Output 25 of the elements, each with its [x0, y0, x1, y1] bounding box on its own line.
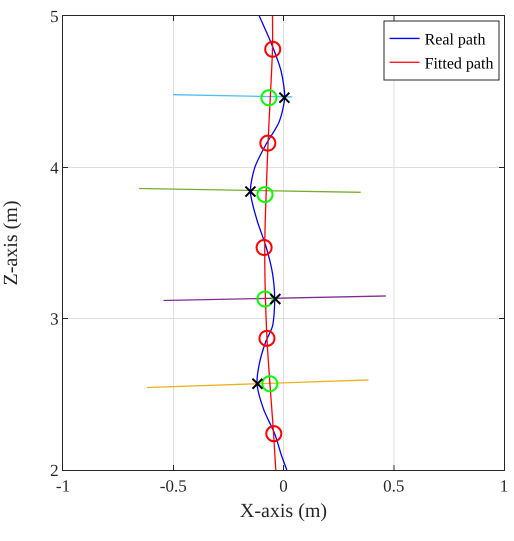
x-tick-label: 1	[500, 476, 508, 496]
point	[261, 375, 278, 392]
point	[259, 134, 276, 152]
point	[244, 186, 256, 198]
point	[260, 89, 278, 106]
y-axis-title: Z-axis (m)	[0, 200, 22, 286]
point	[264, 40, 282, 58]
y-tick-label: 5	[50, 6, 59, 26]
point	[251, 378, 264, 390]
point	[278, 92, 290, 104]
point	[258, 330, 276, 347]
legend-label: Real path	[424, 32, 486, 49]
y-tick-label: 4	[50, 158, 60, 178]
x-axis-title: X-axis (m)	[240, 500, 328, 522]
x-tick-label: -0.5	[160, 476, 187, 496]
point	[265, 425, 282, 442]
point	[256, 186, 274, 204]
legend-label: Fitted path	[424, 55, 494, 72]
y-tick-label: 3	[50, 310, 59, 329]
point	[256, 239, 273, 256]
x-tick-label: 0.5	[383, 476, 404, 496]
point	[256, 290, 274, 308]
line-series	[250, 16, 288, 470]
x-tick-label: 0	[279, 476, 288, 496]
point	[269, 292, 282, 305]
